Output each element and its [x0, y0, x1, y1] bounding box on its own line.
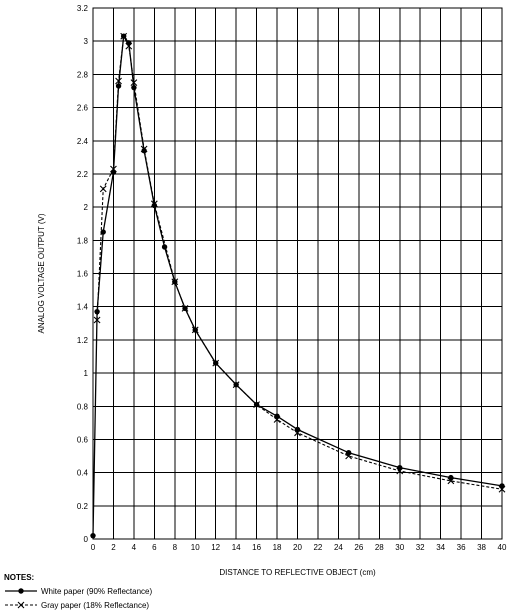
dashed-line-x-marker-icon [5, 601, 37, 609]
x-tick-label: 26 [354, 543, 363, 552]
y-tick-label: 2.4 [77, 137, 89, 146]
data-point-x [140, 145, 148, 153]
x-tick-label: 18 [273, 543, 282, 552]
x-tick-label: 32 [416, 543, 425, 552]
data-point-x [93, 316, 101, 324]
y-tick-label: 1.2 [77, 336, 89, 345]
y-axis-title: ANALOG VOLTAGE OUTPUT (V) [37, 213, 46, 333]
y-tick-label: 2.6 [77, 104, 89, 113]
y-tick-labels: 0 0.2 0.4 0.6 0.8 1 1.2 1.4 1.6 1.8 2 2.2 2.4 2.6 2.8 3… [77, 4, 89, 544]
data-point-x [232, 381, 240, 389]
legend-item-gray-paper: Gray paper (18% Reflectance) [4, 598, 304, 612]
x-tick-label: 30 [395, 543, 404, 552]
y-tick-label: 3 [84, 37, 89, 46]
data-point-x [125, 42, 133, 50]
y-tick-label: 1.8 [77, 236, 89, 245]
data-point-x [110, 165, 117, 173]
y-tick-label: 0 [84, 535, 89, 544]
y-tick-label: 0.4 [77, 469, 89, 478]
data-point-x [345, 452, 353, 460]
legend: NOTES: White paper (90% Reflectance) Gra… [4, 573, 304, 612]
series-2 [93, 32, 506, 493]
x-axis-title: DISTANCE TO REFLECTIVE OBJECT (cm) [219, 568, 376, 577]
data-point-x [447, 477, 455, 485]
data-point-circle [141, 148, 147, 154]
x-tick-label: 38 [477, 543, 486, 552]
x-tick-label: 40 [498, 543, 507, 552]
x-tick-labels: 0 2 4 6 8 10 12 14 16 18 20 22 24 26 28 30 32 34 36 38 40 [91, 543, 507, 552]
legend-item-white-paper: White paper (90% Reflectance) [4, 584, 304, 598]
plot-frame [92, 7, 503, 540]
data-point-x [181, 304, 189, 312]
x-tick-label: 6 [152, 543, 157, 552]
x-tick-label: 8 [173, 543, 178, 552]
x-tick-label: 4 [132, 543, 137, 552]
data-point-x [130, 79, 138, 87]
y-tick-label: 1.6 [77, 270, 89, 279]
x-tick-label: 24 [334, 543, 343, 552]
y-tick-label: 2.8 [77, 70, 89, 79]
legend-label-gray-paper: Gray paper (18% Reflectance) [41, 600, 150, 610]
grid-lines [92, 7, 503, 540]
x-tick-label: 10 [191, 543, 200, 552]
data-point-x [99, 185, 107, 193]
data-point-x [171, 278, 179, 286]
y-tick-label: 1.4 [77, 303, 89, 312]
x-tick-label: 22 [313, 543, 322, 552]
y-tick-label: 0.2 [77, 502, 89, 511]
x-tick-label: 0 [91, 543, 96, 552]
data-point-x [396, 467, 404, 475]
x-tick-label: 34 [436, 543, 445, 552]
x-tick-label: 2 [111, 543, 116, 552]
y-tick-label: 1 [84, 369, 89, 378]
solid-line-circle-marker-icon [5, 588, 37, 594]
legend-title: NOTES: [4, 573, 35, 582]
data-point-x [253, 401, 260, 408]
data-series [90, 32, 506, 539]
y-tick-label: 0.6 [77, 435, 89, 444]
legend-label-white-paper: White paper (90% Reflectance) [41, 586, 153, 596]
data-point-x [273, 416, 281, 423]
x-tick-label: 14 [232, 543, 241, 552]
x-tick-label: 36 [457, 543, 466, 552]
x-tick-label: 12 [211, 543, 220, 552]
data-point-x [120, 32, 128, 40]
y-tick-label: 2 [84, 203, 89, 212]
x-tick-label: 20 [293, 543, 302, 552]
series-line [96, 35, 503, 490]
y-tick-label: 3.2 [77, 4, 89, 13]
y-tick-label: 0.8 [77, 402, 89, 411]
data-point-x [212, 359, 220, 367]
x-tick-label: 28 [375, 543, 384, 552]
data-point-x [150, 200, 158, 208]
data-point-x [294, 429, 301, 437]
data-point-x [191, 326, 199, 334]
y-tick-label: 2.2 [77, 170, 89, 179]
data-point-x [115, 77, 122, 85]
data-point-circle [100, 229, 106, 235]
data-point-circle [161, 244, 168, 250]
data-point-circle [94, 308, 100, 315]
x-tick-label: 16 [252, 543, 261, 552]
